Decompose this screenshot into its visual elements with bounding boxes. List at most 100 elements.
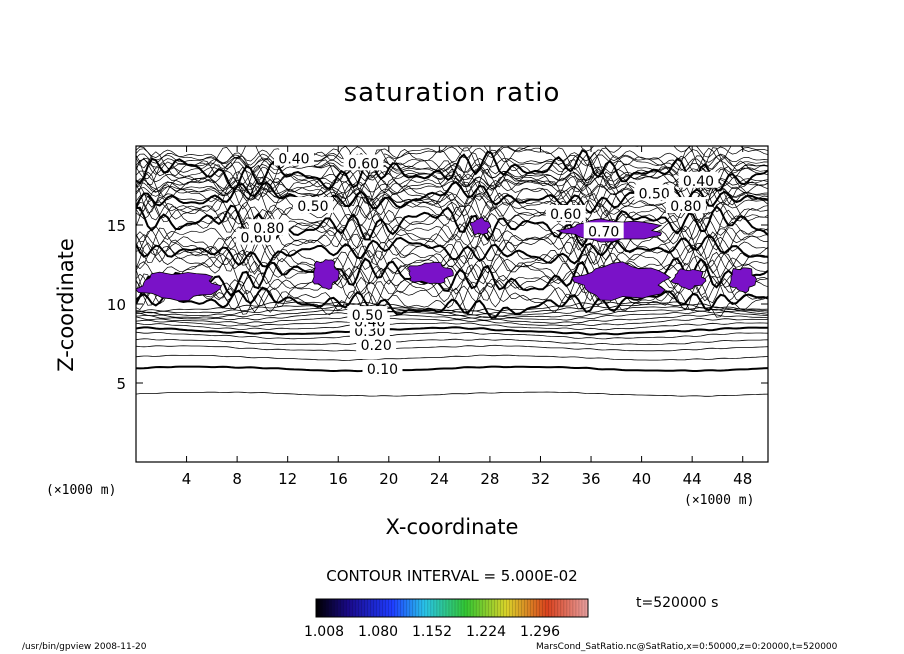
contour-label-halo bbox=[665, 197, 706, 214]
contour-line bbox=[136, 301, 768, 313]
contour-label: 0.80 bbox=[670, 199, 701, 215]
contour-line bbox=[136, 248, 768, 284]
contour-line bbox=[136, 314, 768, 324]
contour-line bbox=[136, 172, 768, 197]
x-tick-label: 36 bbox=[581, 470, 600, 488]
y-axis-label: Z-coordinate bbox=[54, 238, 78, 372]
colorbar bbox=[315, 598, 589, 618]
contour-label-halo bbox=[292, 197, 333, 214]
contour-line bbox=[136, 282, 768, 318]
x-tick-label: 32 bbox=[531, 470, 550, 488]
contour-line bbox=[136, 204, 768, 248]
contour-label: 0.50 bbox=[297, 199, 328, 215]
contour-label-halo bbox=[545, 204, 586, 221]
contour-line bbox=[136, 229, 768, 279]
contour-label: 0.80 bbox=[253, 221, 284, 237]
contour-line bbox=[136, 322, 768, 331]
contour-line bbox=[136, 286, 768, 320]
contour-label-halo bbox=[274, 149, 314, 166]
contour-label: 0.50 bbox=[639, 186, 670, 202]
contour-line bbox=[136, 148, 768, 192]
time-label: t=520000 s bbox=[636, 595, 719, 611]
contour-line bbox=[136, 354, 768, 361]
colorbar-label: 1.224 bbox=[466, 624, 506, 640]
contour-line bbox=[136, 269, 768, 316]
x-tick-label: 16 bbox=[329, 470, 348, 488]
contour-label: 0.60 bbox=[550, 207, 581, 223]
contour-label: 0.40 bbox=[278, 152, 309, 168]
x-tick-label: 4 bbox=[182, 470, 192, 488]
x-tick-label: 8 bbox=[232, 470, 242, 488]
contour-line bbox=[136, 160, 768, 188]
x-tick-label: 24 bbox=[430, 470, 449, 488]
supersaturation-region bbox=[728, 267, 757, 294]
contour-line bbox=[136, 338, 768, 345]
x-tick-label: 12 bbox=[278, 470, 297, 488]
contour-line bbox=[136, 310, 768, 321]
contour-line bbox=[136, 317, 768, 327]
footer-left-text: /usr/bin/gpview 2008-11-20 bbox=[22, 642, 147, 652]
contour-line bbox=[136, 344, 768, 352]
contour-label: 0.70 bbox=[588, 224, 619, 240]
contour-label-halo bbox=[356, 336, 397, 353]
x-tick-label: 28 bbox=[480, 470, 499, 488]
x-axis-ticks: 4 8 12 16 20 24 28 32 36 40 44 48 bbox=[182, 146, 752, 488]
contour-label-halo bbox=[248, 219, 289, 236]
y-tick-label: 5 bbox=[116, 375, 126, 393]
contour-label-group: 0.100.200.300.400.500.600.400.500.600.40… bbox=[236, 149, 719, 378]
contour-line bbox=[136, 149, 768, 176]
x-tick-label: 44 bbox=[683, 470, 702, 488]
contour-lines bbox=[136, 146, 768, 397]
colorbar-labels: 1.008 1.080 1.152 1.224 1.296 bbox=[304, 624, 560, 640]
contour-label: 0.10 bbox=[367, 362, 398, 378]
contour-line bbox=[136, 326, 768, 336]
contour-line bbox=[136, 391, 768, 397]
contour-line bbox=[136, 183, 768, 223]
colorbar-label: 1.080 bbox=[358, 624, 398, 640]
y-tick-label: 10 bbox=[107, 296, 126, 314]
supersaturation-region bbox=[571, 261, 672, 301]
contour-line bbox=[136, 229, 768, 265]
supersaturation-region bbox=[406, 261, 454, 285]
contour-label: 0.20 bbox=[361, 338, 392, 354]
colorbar-label: 1.296 bbox=[520, 624, 560, 640]
x-tick-label: 40 bbox=[632, 470, 651, 488]
contour-interval-label: CONTOUR INTERVAL = 5.000E-02 bbox=[326, 567, 578, 585]
contour-label-halo bbox=[634, 184, 675, 201]
x-unit-label-left: (×1000 m) bbox=[46, 483, 117, 498]
contour-line bbox=[136, 308, 768, 318]
contour-label-halo bbox=[678, 171, 719, 188]
contour-label-halo bbox=[362, 359, 403, 376]
contour-line bbox=[136, 146, 768, 171]
contour-line bbox=[136, 218, 768, 247]
contour-line bbox=[136, 212, 768, 249]
y-axis-ticks: 5 10 15 bbox=[107, 217, 768, 393]
contour-line bbox=[136, 365, 768, 373]
footer-right-text: MarsCond_SatRatio.nc@SatRatio,x=0:50000,… bbox=[536, 642, 838, 652]
x-axis-label: X-coordinate bbox=[385, 515, 519, 539]
y-tick-label: 15 bbox=[107, 217, 126, 235]
supersaturation-region bbox=[469, 217, 492, 235]
contour-label: 0.40 bbox=[683, 174, 714, 190]
chart-title: saturation ratio bbox=[343, 78, 561, 108]
contour-line bbox=[136, 233, 768, 268]
supersaturation-region bbox=[136, 271, 222, 302]
supersaturation-region bbox=[670, 268, 707, 291]
contour-label-halo bbox=[347, 306, 388, 323]
colorbar-label: 1.008 bbox=[304, 624, 344, 640]
contour-label: 0.50 bbox=[352, 308, 383, 324]
contour-label-halo bbox=[583, 222, 624, 239]
contour-label: 0.60 bbox=[348, 156, 379, 172]
x-unit-label-right: (×1000 m) bbox=[684, 493, 755, 508]
contour-line bbox=[136, 213, 768, 261]
x-tick-label: 48 bbox=[733, 470, 752, 488]
contour-label-halo bbox=[343, 154, 384, 171]
supersaturation-regions bbox=[136, 217, 757, 302]
contour-line bbox=[136, 331, 768, 340]
contour-line bbox=[136, 187, 768, 215]
x-tick-label: 20 bbox=[379, 470, 398, 488]
contour-line bbox=[136, 146, 768, 165]
contour-line bbox=[136, 200, 768, 230]
contour-line bbox=[136, 193, 768, 231]
